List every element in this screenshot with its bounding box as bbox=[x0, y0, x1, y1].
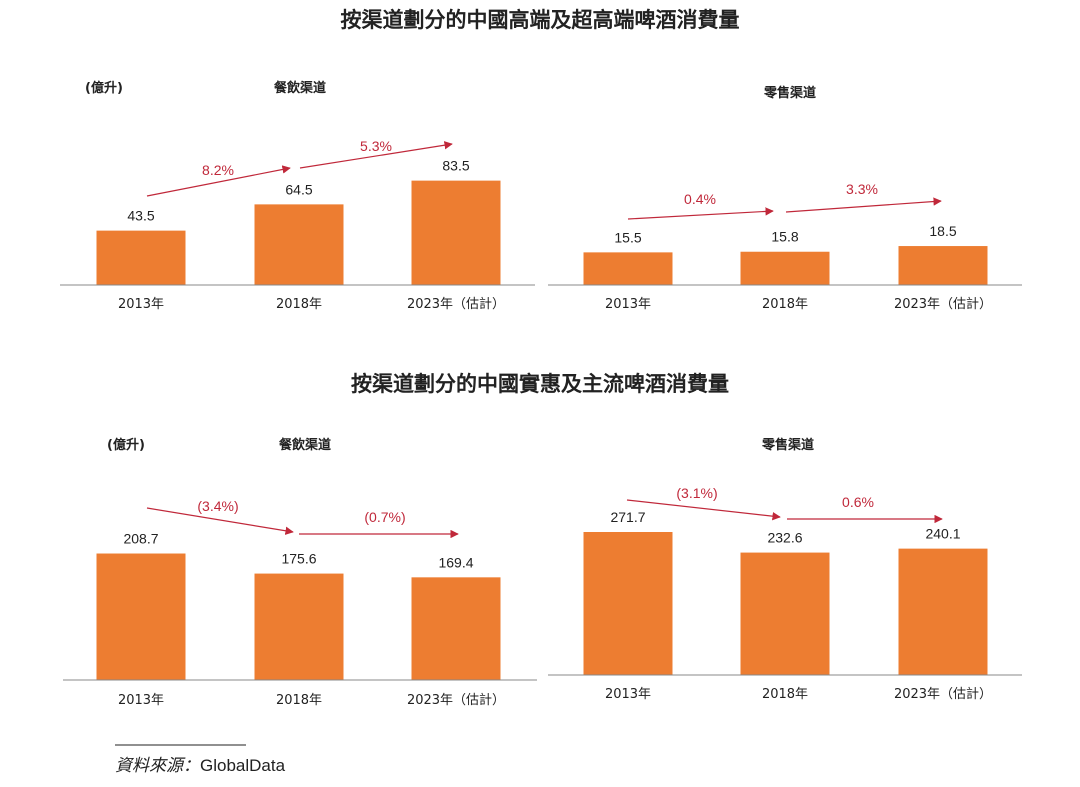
value-label: 64.5 bbox=[285, 181, 312, 197]
bar bbox=[96, 553, 186, 680]
cagr-label: (3.4%) bbox=[197, 498, 238, 514]
cagr-arrow bbox=[146, 165, 291, 197]
chart-panel-1: 零售渠道 15.5 2013年 15.8 2018年 18.5 2023年（估計） 0.4% 3… bbox=[548, 85, 1022, 312]
value-label: 232.6 bbox=[767, 530, 802, 546]
bar bbox=[254, 204, 344, 285]
value-label: 83.5 bbox=[442, 158, 469, 174]
cagr-label: 5.3% bbox=[360, 138, 392, 154]
bar bbox=[898, 548, 988, 675]
source-note: 資料來源：GlobalData bbox=[115, 756, 286, 776]
value-label: 175.6 bbox=[281, 551, 316, 567]
source-value: GlobalData bbox=[200, 756, 286, 775]
cagr-label: 0.4% bbox=[684, 191, 716, 207]
value-label: 43.5 bbox=[127, 208, 154, 224]
x-tick-label: 2023年（估計） bbox=[407, 692, 505, 708]
cagr-arrow bbox=[146, 507, 294, 535]
value-label: 208.7 bbox=[123, 531, 158, 547]
cagr-label: 3.3% bbox=[846, 181, 878, 197]
x-tick-label: 2018年 bbox=[762, 687, 808, 702]
y-unit-label: (億升) bbox=[107, 437, 145, 453]
cagr-label: 0.6% bbox=[842, 494, 874, 510]
cagr-arrow bbox=[785, 197, 942, 213]
bar bbox=[583, 532, 673, 675]
source-label: 資料來源： bbox=[115, 756, 200, 776]
x-tick-label: 2013年 bbox=[118, 693, 164, 708]
x-tick-label: 2018年 bbox=[762, 297, 808, 312]
bottom-title: 按渠道劃分的中國實惠及主流啤酒消費量 bbox=[351, 372, 729, 396]
top-title: 按渠道劃分的中國高端及超高端啤酒消費量 bbox=[341, 8, 740, 32]
value-label: 15.8 bbox=[771, 229, 798, 245]
value-label: 18.5 bbox=[929, 223, 956, 239]
cagr-arrow bbox=[627, 207, 774, 220]
bar bbox=[254, 573, 344, 680]
chart-subtitle: 餐飲渠道 bbox=[273, 80, 326, 96]
bar bbox=[411, 577, 501, 680]
x-tick-label: 2023年（估計） bbox=[894, 296, 992, 312]
bar bbox=[740, 251, 830, 285]
x-tick-label: 2013年 bbox=[605, 297, 651, 312]
chart-subtitle: 零售渠道 bbox=[763, 85, 816, 101]
chart-subtitle: 餐飲渠道 bbox=[278, 437, 331, 453]
x-tick-label: 2023年（估計） bbox=[894, 686, 992, 702]
chart-panel-0: 餐飲渠道 (億升) 43.5 2013年 64.5 2018年 83.5 2023年（估計） 8… bbox=[60, 80, 535, 312]
y-unit-label: (億升) bbox=[85, 80, 123, 96]
value-label: 240.1 bbox=[925, 526, 960, 542]
x-tick-label: 2013年 bbox=[118, 297, 164, 312]
chart-subtitle: 零售渠道 bbox=[761, 437, 814, 453]
x-tick-label: 2018年 bbox=[276, 693, 322, 708]
x-tick-label: 2013年 bbox=[605, 687, 651, 702]
cagr-arrow bbox=[299, 141, 453, 169]
cagr-label: (3.1%) bbox=[676, 485, 717, 501]
bar bbox=[583, 252, 673, 285]
bar bbox=[898, 246, 988, 285]
cagr-label: 8.2% bbox=[202, 162, 234, 178]
value-label: 15.5 bbox=[614, 229, 641, 245]
x-tick-label: 2018年 bbox=[276, 297, 322, 312]
cagr-label: (0.7%) bbox=[364, 509, 405, 525]
bar bbox=[411, 180, 501, 285]
chart-panel-2: 餐飲渠道 (億升) 208.7 2013年 175.6 2018年 169.4 2023年（估… bbox=[63, 437, 537, 708]
value-label: 271.7 bbox=[610, 509, 645, 525]
bar bbox=[740, 552, 830, 675]
cagr-arrow bbox=[626, 499, 781, 521]
chart-panel-3: 零售渠道 271.7 2013年 232.6 2018年 240.1 2023年（估計） (3… bbox=[548, 437, 1022, 702]
value-label: 169.4 bbox=[438, 554, 473, 570]
x-tick-label: 2023年（估計） bbox=[407, 296, 505, 312]
bar bbox=[96, 230, 186, 285]
